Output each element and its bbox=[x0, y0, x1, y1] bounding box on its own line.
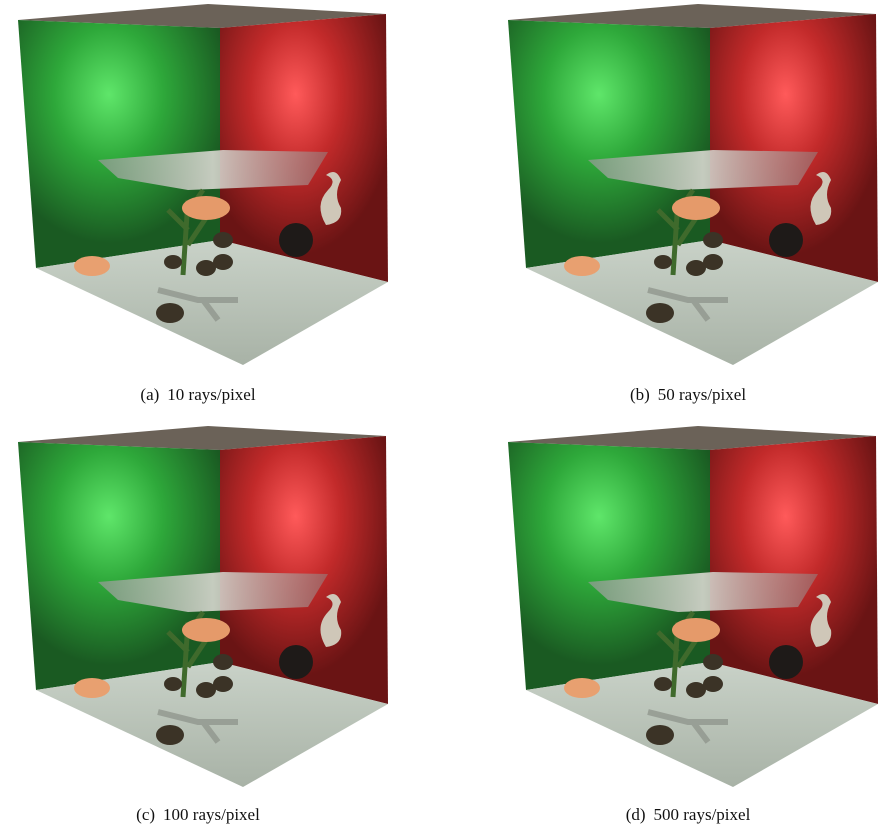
caption-text: 10 rays/pixel bbox=[167, 385, 256, 404]
caption-label: (a) bbox=[140, 385, 160, 404]
caption-label: (d) bbox=[625, 805, 646, 824]
caption-text: 50 rays/pixel bbox=[657, 385, 747, 404]
caption: (c) 100 rays/pixel bbox=[8, 805, 388, 825]
render-image bbox=[498, 422, 878, 792]
caption-text: 500 rays/pixel bbox=[653, 805, 751, 824]
caption-label: (b) bbox=[629, 385, 650, 404]
caption: (d) 500 rays/pixel bbox=[498, 805, 878, 825]
caption: (a) 10 rays/pixel bbox=[8, 385, 388, 405]
render-image bbox=[8, 422, 388, 792]
caption-label: (c) bbox=[136, 805, 156, 824]
caption-text: 100 rays/pixel bbox=[163, 805, 260, 824]
render-image bbox=[498, 0, 878, 370]
caption: (b) 50 rays/pixel bbox=[498, 385, 878, 405]
render-image bbox=[8, 0, 388, 370]
